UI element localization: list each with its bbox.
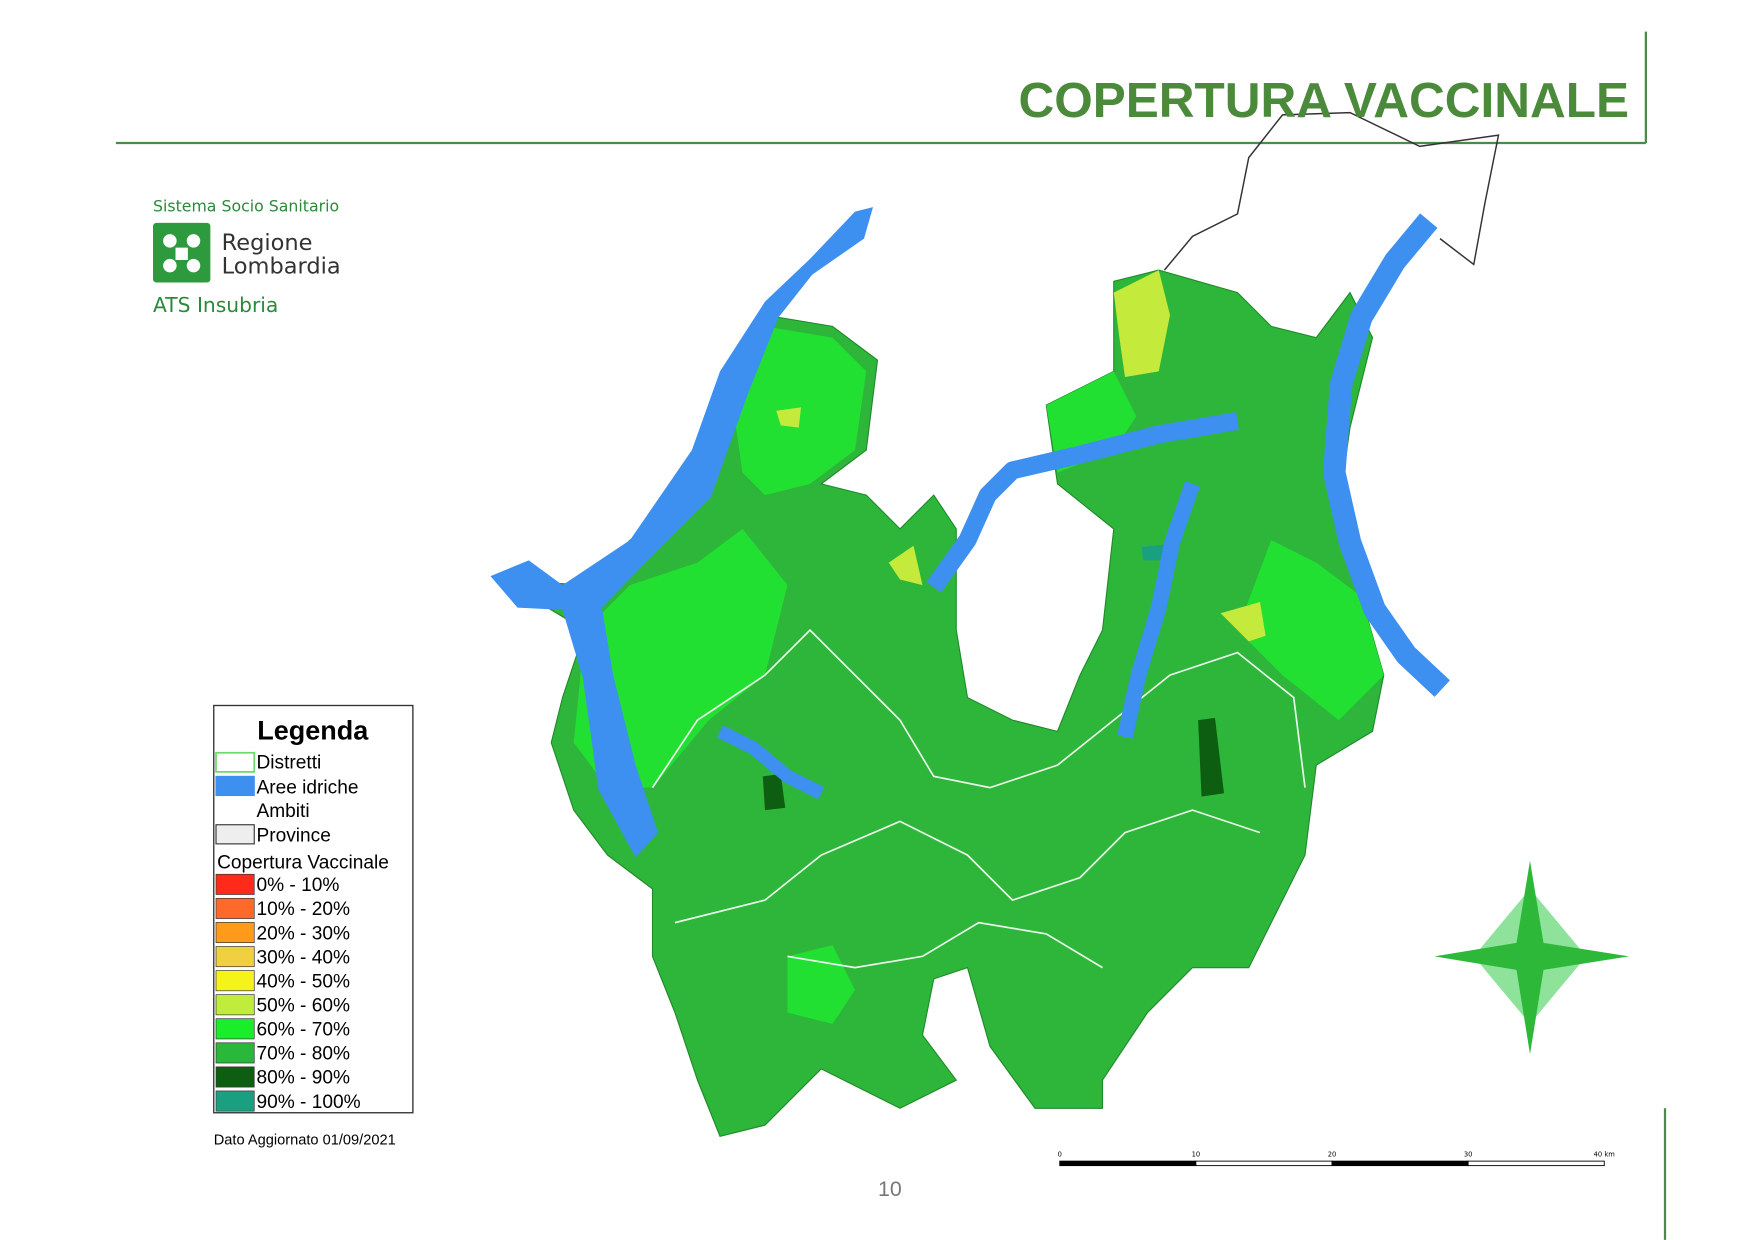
- legend-swatch: [215, 1090, 255, 1112]
- border-outline: [1163, 111, 1500, 271]
- legend-swatch: [215, 970, 255, 992]
- compass: [1434, 860, 1629, 1055]
- lake: [490, 207, 873, 858]
- district-yellow: [1113, 270, 1170, 377]
- district-teal: [1141, 544, 1165, 561]
- logo-agency: ATS Insubria: [153, 293, 278, 317]
- legend-swatch: [215, 751, 256, 773]
- district-yellow: [776, 407, 801, 428]
- legend-label: 70% - 80%: [257, 1044, 350, 1065]
- scale-segment: [1195, 1160, 1333, 1167]
- territory: [500, 269, 1385, 1138]
- lake: [926, 412, 1240, 593]
- scale-label: 10: [1192, 1151, 1201, 1159]
- district-boundary: [674, 809, 1261, 924]
- district-yellow: [1220, 602, 1266, 642]
- legend-swatch: [215, 1018, 255, 1040]
- legend-label: 60% - 70%: [257, 1020, 350, 1041]
- district-boundary: [787, 921, 1103, 969]
- legend-label: 80% - 90%: [257, 1068, 350, 1089]
- legend-label: 90% - 100%: [257, 1092, 361, 1113]
- scale-bar: 0 10 20 30 40 km: [1058, 1151, 1615, 1167]
- slide-title: COPERTURA VACCINALE: [1018, 73, 1629, 128]
- scale-label: 0: [1058, 1151, 1062, 1159]
- legend-label: Distretti: [257, 753, 322, 774]
- district-dark: [1198, 717, 1224, 797]
- legend-swatch: [215, 824, 255, 845]
- scale-label: 40 km: [1594, 1151, 1615, 1159]
- district-boundary: [651, 628, 1306, 789]
- logo-system: Sistema Socio Sanitario: [153, 197, 339, 216]
- page-number: 10: [878, 1177, 902, 1201]
- lake: [1323, 213, 1450, 697]
- legend-label: Aree idriche: [257, 777, 359, 798]
- legend-label: 20% - 30%: [257, 923, 350, 944]
- district-light: [1237, 540, 1384, 721]
- district-light: [573, 528, 788, 788]
- update-note: Dato Aggiornato 01/09/2021: [214, 1132, 396, 1148]
- legend-swatch: [215, 994, 255, 1016]
- legend-swatch: [215, 1066, 255, 1088]
- legend-swatch: [215, 946, 255, 968]
- legend-label: 0% - 10%: [257, 875, 340, 896]
- district-yellow: [888, 545, 923, 586]
- lake: [1117, 481, 1200, 739]
- legend-swatch: [215, 775, 255, 797]
- legend-label: Ambiti: [257, 801, 310, 822]
- legend-subtitle: Copertura Vaccinale: [217, 853, 389, 874]
- scale-label: 20: [1328, 1151, 1337, 1159]
- scale-label: 30: [1464, 1151, 1473, 1159]
- scale-segment: [1331, 1160, 1469, 1167]
- scale-segment: [1059, 1160, 1197, 1167]
- logo-region: Regione: [222, 230, 313, 256]
- scale-segment: [1467, 1160, 1605, 1167]
- legend-label: 50% - 60%: [257, 996, 350, 1017]
- legend-title: Legenda: [257, 715, 369, 745]
- legend-swatch: [215, 897, 255, 919]
- legend-label: 30% - 40%: [257, 947, 350, 968]
- logo-region: Lombardia: [222, 254, 341, 280]
- legend-swatch: [215, 1042, 255, 1064]
- legend-label: 40% - 50%: [257, 971, 350, 992]
- district-dark: [762, 774, 786, 811]
- legend: Legenda Distretti Aree idriche Ambiti Pr…: [213, 704, 414, 1114]
- legend-swatch: [215, 873, 255, 895]
- logo-symbol: [163, 234, 201, 273]
- legend-swatch: [215, 922, 255, 943]
- legend-label: Province: [257, 826, 331, 847]
- lake: [716, 725, 825, 800]
- legend-label: 10% - 20%: [257, 899, 350, 920]
